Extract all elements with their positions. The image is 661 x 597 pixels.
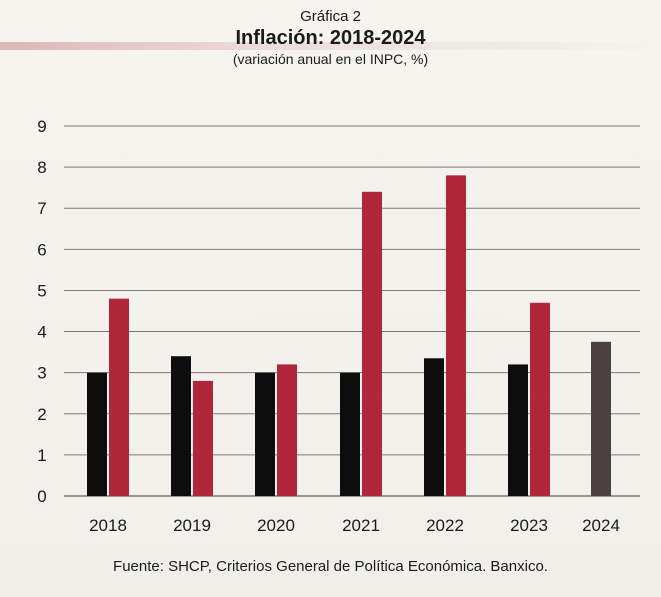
bar-2020-series-2 xyxy=(277,364,297,496)
bar-2018-series-1 xyxy=(87,372,107,496)
x-tick-label: 2020 xyxy=(257,516,295,535)
bar-2020-series-1 xyxy=(255,372,275,496)
bar-2024-series-3 xyxy=(591,341,611,496)
x-tick-label: 2024 xyxy=(582,516,620,535)
x-tick-label: 2023 xyxy=(510,516,548,535)
bar-2021-series-2 xyxy=(362,191,382,496)
y-tick-label: 3 xyxy=(37,364,46,383)
y-tick-label: 5 xyxy=(37,281,46,300)
chart-header: Gráfica 2 Inflación: 2018-2024 (variació… xyxy=(0,8,661,68)
bar-2022-series-2 xyxy=(446,175,466,497)
bar-2023-series-1 xyxy=(508,364,528,496)
x-tick-label: 2019 xyxy=(173,516,211,535)
bar-2021-series-1 xyxy=(340,372,360,496)
bar-2019-series-2 xyxy=(193,380,213,496)
y-tick-label: 1 xyxy=(37,446,46,465)
y-tick-label: 6 xyxy=(37,240,46,259)
chart-kicker: Gráfica 2 xyxy=(300,8,361,25)
y-tick-label: 4 xyxy=(37,323,46,342)
chart-title: Inflación: 2018-2024 xyxy=(235,27,426,49)
y-tick-label: 8 xyxy=(37,158,46,177)
x-tick-label: 2022 xyxy=(426,516,464,535)
x-tick-label: 2021 xyxy=(342,516,380,535)
y-tick-label: 7 xyxy=(37,199,46,218)
bar-2019-series-1 xyxy=(171,356,191,496)
y-tick-label: 9 xyxy=(37,117,46,136)
bar-2018-series-2 xyxy=(109,298,129,496)
y-tick-label: 2 xyxy=(37,405,46,424)
print-smear xyxy=(0,42,661,50)
x-tick-label: 2018 xyxy=(89,516,127,535)
bar-2023-series-2 xyxy=(530,302,550,496)
bar-2022-series-1 xyxy=(424,358,444,496)
y-tick-label: 0 xyxy=(37,487,46,506)
chart-source: Fuente: SHCP, Criterios General de Polít… xyxy=(113,558,548,575)
chart-subtitle: (variación anual en el INPC, %) xyxy=(232,51,429,67)
